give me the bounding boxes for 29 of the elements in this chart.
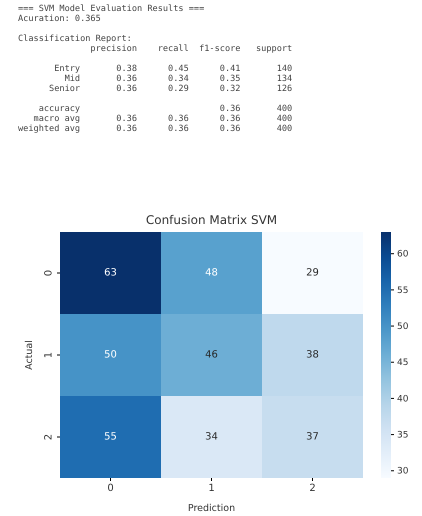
data-label: 55 xyxy=(104,432,117,442)
data-label: 29 xyxy=(306,268,319,278)
text: accuracy 0.36 400 macro avg 0.36 0.36 0.36 400 weighted avg 0.36 0.36 0.36 400 xyxy=(18,104,294,134)
chart-title: Confusion Matrix SVM xyxy=(146,213,278,227)
text: Classification Report: precision recall f1-score support xyxy=(18,34,294,54)
x-tick-label: 2 xyxy=(309,483,316,494)
data-label: 46 xyxy=(205,350,218,360)
y-tick-label: 0 xyxy=(44,270,54,276)
color-bar-label: 60 xyxy=(397,250,409,260)
y-tick-label: 1 xyxy=(44,352,54,358)
text: === SVM Model Evaluation Results === Acuration: 0.365 xyxy=(18,4,206,24)
color-bar-label: 45 xyxy=(397,358,408,368)
color-bar-label: 40 xyxy=(397,394,409,404)
x-tick-label: 0 xyxy=(107,483,114,494)
y-axis-title: Actual xyxy=(24,340,35,370)
color-bar-label: 30 xyxy=(397,466,409,477)
color-bar-label: 35 xyxy=(397,430,408,440)
data-label: 63 xyxy=(104,268,117,278)
x-tick-label: 1 xyxy=(208,483,215,494)
data-label: 34 xyxy=(205,432,218,442)
color-bar-label: 55 xyxy=(397,286,408,296)
x-axis-title: Prediction xyxy=(188,503,236,514)
data-label: 38 xyxy=(306,350,319,360)
data-label: 48 xyxy=(205,268,218,278)
text: Entry 0.38 0.45 0.41 140 Mid 0.36 0.34 0.35 134 Senior 0.36 0.29 0.32 126 xyxy=(48,64,294,94)
data-label: 50 xyxy=(104,350,117,360)
color-bar-label: 50 xyxy=(397,322,409,332)
data-label: 37 xyxy=(306,432,319,442)
y-tick-label: 2 xyxy=(44,434,54,440)
